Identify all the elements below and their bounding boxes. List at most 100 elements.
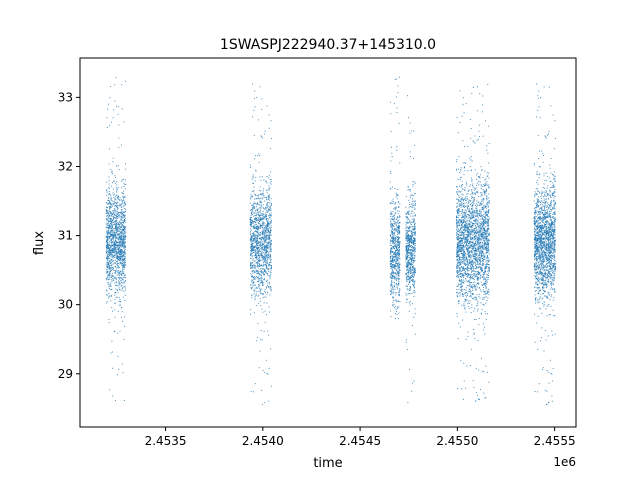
data-point	[409, 250, 411, 252]
data-point	[263, 279, 265, 281]
data-point	[263, 278, 265, 280]
data-point	[456, 223, 458, 225]
data-point	[413, 282, 415, 284]
data-point	[120, 235, 122, 237]
data-point	[255, 212, 257, 214]
data-point	[124, 316, 126, 318]
data-point	[394, 221, 396, 223]
data-point	[121, 216, 123, 218]
data-point	[254, 297, 256, 299]
data-point	[267, 245, 269, 247]
data-point	[266, 203, 268, 205]
data-point	[264, 264, 266, 266]
data-point	[119, 251, 121, 253]
data-point	[481, 241, 483, 243]
data-point	[121, 216, 123, 218]
data-point	[108, 230, 110, 232]
data-point	[268, 177, 270, 179]
data-point	[110, 245, 112, 247]
data-point	[408, 277, 410, 279]
data-point	[108, 278, 110, 280]
data-point	[396, 227, 398, 229]
data-point	[262, 370, 264, 372]
data-point	[394, 273, 396, 275]
data-point	[474, 287, 476, 289]
data-point	[116, 245, 117, 247]
data-point	[260, 279, 262, 281]
data-point	[411, 230, 413, 232]
data-point	[252, 276, 254, 278]
data-point	[463, 212, 465, 214]
data-point	[268, 238, 270, 240]
data-point	[393, 247, 394, 249]
data-point	[398, 245, 400, 247]
data-point	[464, 217, 466, 219]
data-point	[414, 280, 416, 282]
data-point	[117, 196, 119, 198]
data-point	[408, 189, 410, 191]
data-point	[261, 293, 263, 295]
data-point	[471, 274, 473, 276]
data-point	[391, 156, 393, 158]
data-point	[267, 286, 269, 288]
data-point	[467, 239, 469, 241]
data-point	[123, 263, 125, 265]
data-point	[115, 254, 117, 256]
data-point	[396, 149, 398, 151]
data-point	[466, 240, 468, 242]
data-point	[395, 275, 397, 277]
data-point	[487, 222, 489, 224]
data-point	[122, 272, 124, 274]
data-point	[252, 225, 254, 227]
data-point	[456, 248, 458, 250]
data-point	[111, 351, 113, 353]
data-point	[411, 234, 413, 236]
data-point	[406, 254, 408, 256]
data-point	[266, 227, 268, 229]
data-point	[119, 205, 121, 207]
data-point	[270, 218, 272, 220]
data-point	[111, 295, 113, 297]
data-point	[399, 215, 401, 217]
data-point	[487, 245, 489, 247]
data-point	[461, 250, 463, 252]
data-point	[262, 235, 264, 237]
data-point	[116, 225, 118, 227]
data-point	[408, 282, 410, 284]
data-point	[121, 259, 123, 261]
data-point	[476, 277, 478, 279]
data-point	[408, 213, 410, 215]
data-point	[483, 245, 485, 247]
data-point	[112, 205, 114, 207]
data-point	[105, 269, 107, 271]
data-point	[109, 269, 111, 271]
data-point	[109, 232, 111, 234]
data-point	[270, 183, 272, 185]
data-point	[474, 252, 476, 254]
data-point	[118, 250, 120, 252]
data-point	[398, 210, 400, 212]
data-point	[114, 208, 116, 210]
data-point	[117, 201, 119, 203]
data-point	[258, 215, 260, 217]
data-point	[111, 232, 113, 234]
data-point	[251, 244, 253, 246]
data-point	[408, 207, 410, 209]
data-point	[409, 245, 411, 247]
data-point	[463, 262, 465, 264]
data-point	[270, 231, 272, 233]
data-point	[259, 274, 261, 276]
data-point	[268, 237, 270, 239]
data-point	[265, 196, 267, 198]
data-point	[409, 267, 411, 269]
data-point	[478, 252, 480, 254]
data-point	[411, 250, 413, 252]
data-point	[479, 226, 481, 228]
data-point	[270, 137, 272, 139]
data-point	[109, 252, 111, 254]
data-point	[391, 212, 393, 214]
data-point	[123, 254, 125, 256]
data-point	[118, 241, 120, 243]
data-point	[405, 213, 407, 215]
data-point	[263, 268, 265, 270]
